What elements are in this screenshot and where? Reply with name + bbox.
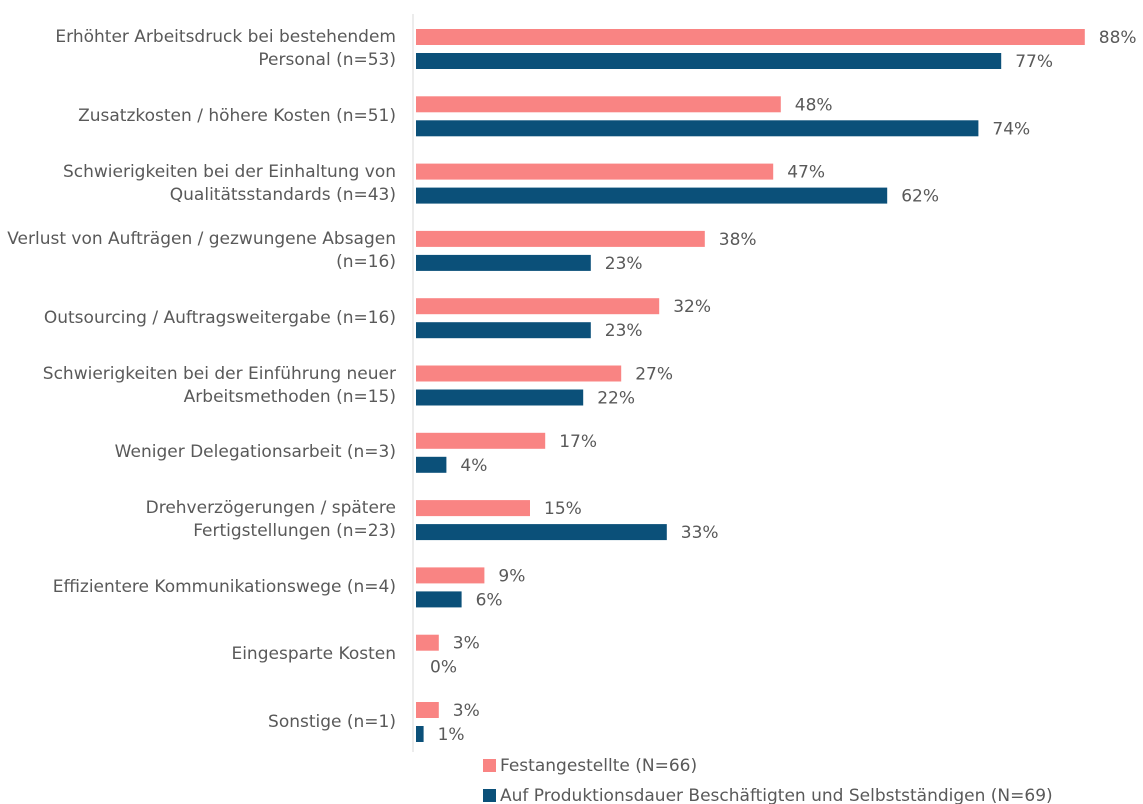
- bar: [416, 365, 622, 382]
- category-label: Erhöhter Arbeitsdruck bei bestehendem Pe…: [55, 27, 396, 70]
- category-label: Effizientere Kommunikationswege (n=4): [52, 576, 396, 597]
- legend-swatch: [483, 759, 496, 772]
- value-label: 23%: [605, 321, 643, 341]
- bar: [416, 524, 667, 541]
- category-label: Schwierigkeiten bei der Einhaltung von Q…: [62, 161, 396, 205]
- category-label: Schwierigkeiten bei der Einführung neuer…: [42, 363, 396, 407]
- bar: [416, 230, 705, 247]
- bar: [416, 634, 439, 651]
- value-label: 48%: [795, 95, 833, 115]
- bar: [416, 567, 485, 584]
- category-label: Eingesparte Kosten: [231, 644, 396, 665]
- bar: [416, 591, 462, 608]
- bar: [416, 53, 1002, 69]
- value-label: 4%: [460, 456, 487, 476]
- bar: [416, 389, 584, 406]
- bar: [416, 187, 888, 204]
- value-label: 47%: [787, 163, 825, 183]
- bar: [416, 322, 591, 339]
- value-label: 32%: [673, 297, 711, 317]
- category-label: Weniger Delegationsarbeit (n=3): [114, 442, 396, 463]
- category-label: Sonstige (n=1): [268, 711, 396, 732]
- value-label: 3%: [453, 701, 480, 721]
- bar: [416, 298, 660, 315]
- bar: [416, 500, 530, 517]
- bar: [416, 96, 781, 113]
- value-label: 0%: [430, 658, 457, 678]
- value-label: 38%: [719, 230, 757, 250]
- category-label: Verlust von Aufträgen / gezwungene Absag…: [7, 228, 396, 272]
- bar: [416, 254, 591, 271]
- bar: [416, 456, 447, 473]
- value-label: 1%: [438, 725, 465, 745]
- value-label: 33%: [681, 523, 719, 543]
- legend-label: Auf Produktionsdauer Beschäftigten und S…: [500, 786, 1053, 804]
- legend-swatch: [483, 789, 496, 802]
- bar: [416, 726, 424, 742]
- value-label: 27%: [635, 365, 673, 385]
- value-label: 22%: [597, 389, 635, 409]
- value-label: 88%: [1099, 28, 1137, 48]
- bar: [416, 120, 979, 137]
- value-label: 74%: [992, 119, 1030, 139]
- bar: [416, 702, 439, 718]
- category-label: Drehverzögerungen / spätere Fertigstellu…: [145, 498, 396, 542]
- value-label: 77%: [1015, 52, 1053, 72]
- bar: [416, 163, 774, 180]
- value-label: 62%: [901, 187, 939, 207]
- category-label: Zusatzkosten / höhere Kosten (n=51): [78, 105, 396, 126]
- value-label: 23%: [605, 254, 643, 274]
- value-label: 3%: [453, 634, 480, 654]
- value-label: 15%: [544, 499, 582, 519]
- legend-label: Festangestellte (N=66): [500, 756, 697, 776]
- value-label: 9%: [498, 566, 525, 586]
- value-label: 6%: [476, 590, 503, 610]
- bar: [416, 432, 546, 449]
- bar: [416, 29, 1085, 45]
- value-label: 17%: [559, 432, 597, 452]
- category-label: Outsourcing / Auftragsweitergabe (n=16): [43, 307, 396, 328]
